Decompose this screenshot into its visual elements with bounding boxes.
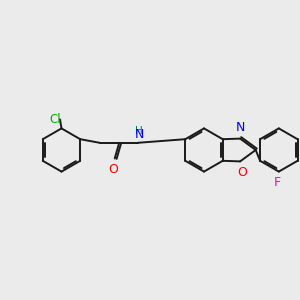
Text: Cl: Cl: [49, 113, 61, 126]
Text: F: F: [274, 176, 281, 189]
Text: H: H: [135, 126, 143, 136]
Text: O: O: [238, 166, 248, 178]
Text: N: N: [134, 128, 144, 141]
Text: N: N: [236, 122, 245, 134]
Text: O: O: [109, 163, 118, 176]
